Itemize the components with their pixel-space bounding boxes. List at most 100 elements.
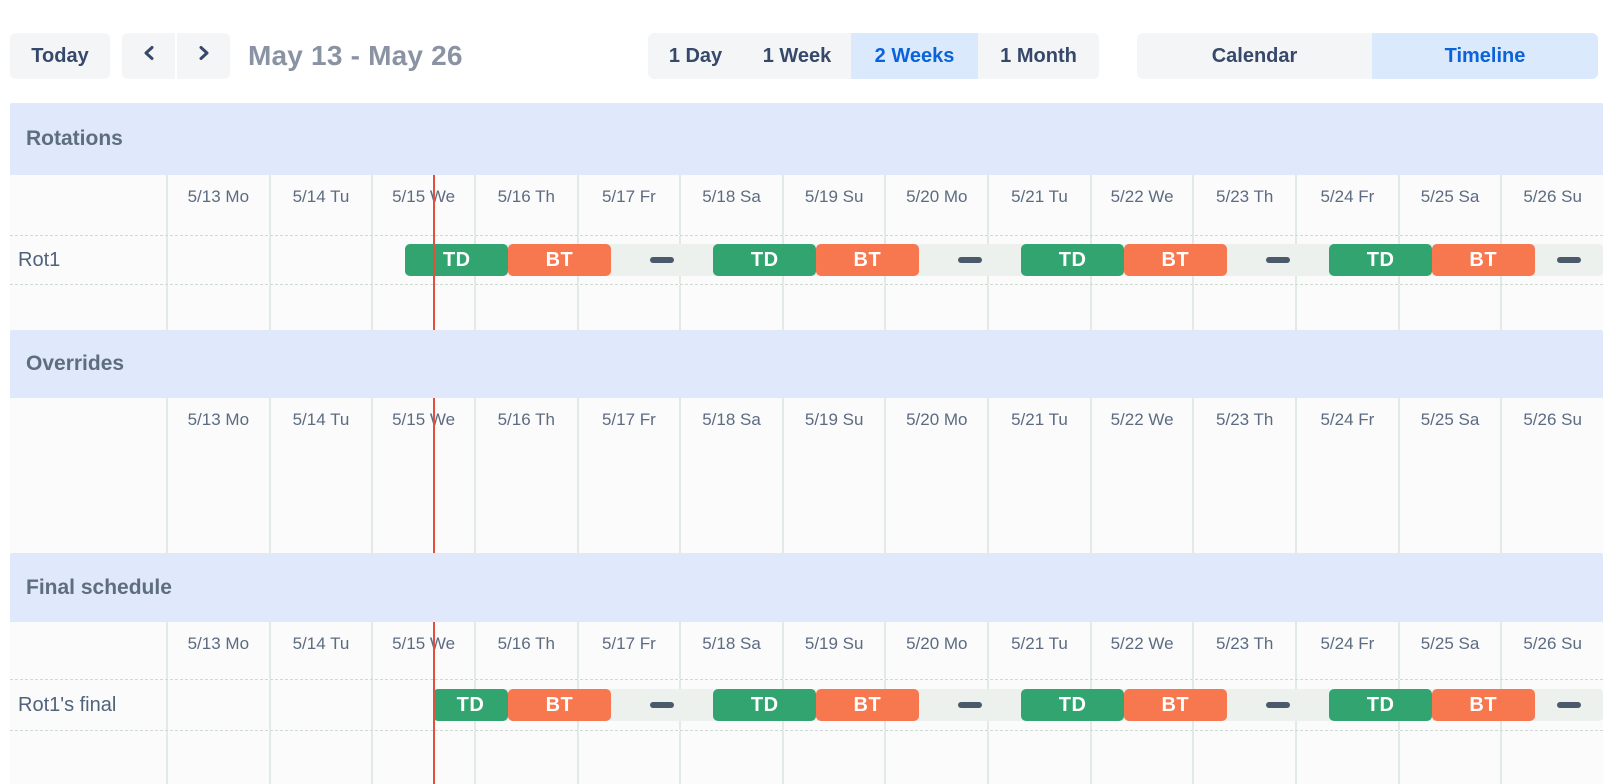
date-cell: 5/26 Su xyxy=(1500,622,1603,679)
day-cell xyxy=(166,285,269,330)
gap-dash-icon xyxy=(1556,702,1581,708)
shift-block-td[interactable]: TD xyxy=(1329,689,1432,721)
date-label: 5/14 Tu xyxy=(292,634,350,653)
date-cell: 5/22 We xyxy=(1089,622,1193,679)
chevron-right-icon xyxy=(197,44,211,68)
gap-dash-icon xyxy=(1265,702,1290,708)
rotation-lane-label: Rot1 xyxy=(18,248,61,271)
view-1-week-button[interactable]: 1 Week xyxy=(743,33,851,79)
date-label: 5/21 Tu xyxy=(1011,634,1068,653)
date-cell: 5/22 We xyxy=(1089,175,1193,235)
shift-block-bt[interactable]: BT xyxy=(1123,689,1227,721)
shift-block-bt[interactable]: BT xyxy=(1431,689,1535,721)
next-period-button[interactable] xyxy=(177,33,230,79)
previous-period-button[interactable] xyxy=(122,33,175,79)
display-mode-switcher: Calendar Timeline xyxy=(1137,33,1598,79)
date-label: 5/23 Th xyxy=(1216,634,1274,653)
shift-block-td[interactable]: TD xyxy=(405,244,509,276)
date-label: 5/25 Sa xyxy=(1420,187,1480,206)
day-cell xyxy=(268,285,372,330)
date-cell: 5/26 Su xyxy=(1500,398,1603,553)
day-cell xyxy=(884,285,987,330)
shift-block-td[interactable]: TD xyxy=(1021,244,1124,276)
day-cell xyxy=(1397,731,1501,784)
date-label: 5/22 We xyxy=(1110,634,1174,653)
date-label: 5/20 Mo xyxy=(906,634,968,653)
date-range-title: May 13 - May 26 xyxy=(248,40,463,71)
date-label: 5/15 We xyxy=(392,410,456,429)
date-label: 5/14 Tu xyxy=(292,187,350,206)
day-cell xyxy=(1192,731,1295,784)
date-label: 5/23 Th xyxy=(1216,410,1274,429)
day-cell xyxy=(473,285,577,330)
shift-block-bt[interactable]: BT xyxy=(816,244,919,276)
date-cell: 5/14 Tu xyxy=(268,622,372,679)
shift-block-td[interactable]: TD xyxy=(713,689,817,721)
date-cell: 5/19 Su xyxy=(781,622,885,679)
date-label: 5/16 Th xyxy=(497,187,555,206)
gap-dash-icon xyxy=(650,257,675,263)
date-cell: 5/13 Mo xyxy=(166,622,269,679)
date-label: 5/22 We xyxy=(1110,187,1174,206)
view-1-month-button[interactable]: 1 Month xyxy=(978,33,1099,79)
date-cell: 5/19 Su xyxy=(781,398,885,553)
date-cell: 5/21 Tu xyxy=(987,622,1090,679)
shift-block-bt[interactable]: BT xyxy=(1431,244,1535,276)
date-cell: 5/15 We xyxy=(371,175,474,235)
date-label: 5/16 Th xyxy=(497,634,555,653)
date-cell: 5/24 Fr xyxy=(1295,398,1398,553)
date-cell: 5/25 Sa xyxy=(1397,622,1501,679)
date-label: 5/15 We xyxy=(392,634,456,653)
gap-dash-icon xyxy=(958,702,982,708)
date-cell: 5/13 Mo xyxy=(166,175,269,235)
day-cell xyxy=(371,285,474,330)
timeline-mode-button[interactable]: Timeline xyxy=(1372,33,1598,79)
shift-block-td[interactable]: TD xyxy=(432,689,509,721)
date-label: 5/13 Mo xyxy=(187,634,250,653)
date-label: 5/22 We xyxy=(1110,410,1174,429)
date-label: 5/19 Su xyxy=(804,187,864,206)
date-label: 5/18 Sa xyxy=(702,634,761,653)
section-rotations: Rotations 5/13 Mo 5/14 Tu 5/15 We 5/16 Th 5/… xyxy=(10,103,1603,330)
final-lane-row: Rot1's final TD BT TD BT TD BT TD BT xyxy=(10,680,1603,731)
current-time-indicator xyxy=(432,622,435,784)
date-cell: 5/23 Th xyxy=(1192,175,1295,235)
date-cell: 5/20 Mo xyxy=(884,175,987,235)
date-cell: 5/25 Sa xyxy=(1397,175,1501,235)
shift-block-bt[interactable]: BT xyxy=(508,244,611,276)
shift-block-bt[interactable]: BT xyxy=(816,689,919,721)
date-cell: 5/17 Fr xyxy=(576,622,680,679)
date-label: 5/20 Mo xyxy=(906,410,968,429)
date-cell: 5/26 Su xyxy=(1500,175,1603,235)
today-button[interactable]: Today xyxy=(10,33,110,79)
rotations-empty-row xyxy=(10,285,1603,330)
date-cell: 5/16 Th xyxy=(473,398,577,553)
final-schedule-section-header: Final schedule xyxy=(10,553,1603,622)
shift-block-td[interactable]: TD xyxy=(1329,244,1432,276)
final-lane-track: TD BT TD BT TD BT TD BT xyxy=(166,680,1603,730)
day-cell xyxy=(1089,285,1193,330)
current-time-indicator xyxy=(432,398,435,553)
day-cell xyxy=(987,285,1090,330)
date-cell: 5/16 Th xyxy=(473,622,577,679)
day-cell xyxy=(1500,285,1603,330)
final-empty-row xyxy=(10,731,1603,784)
date-label: 5/23 Th xyxy=(1216,187,1274,206)
view-1-day-button[interactable]: 1 Day xyxy=(648,33,743,79)
date-cell: 5/18 Sa xyxy=(679,622,782,679)
date-cell: 5/25 Sa xyxy=(1397,398,1501,553)
day-cell xyxy=(1397,285,1501,330)
date-cell: 5/22 We xyxy=(1089,398,1193,553)
calendar-mode-button[interactable]: Calendar xyxy=(1137,33,1372,79)
gap-dash-icon xyxy=(650,702,675,708)
day-cell xyxy=(576,731,680,784)
label-column-spacer xyxy=(10,622,166,679)
view-2-weeks-button[interactable]: 2 Weeks xyxy=(851,33,978,79)
date-cell: 5/15 We xyxy=(371,398,474,553)
date-label: 5/16 Th xyxy=(497,410,555,429)
shift-block-bt[interactable]: BT xyxy=(1123,244,1227,276)
shift-block-td[interactable]: TD xyxy=(1021,689,1124,721)
shift-block-bt[interactable]: BT xyxy=(508,689,611,721)
shift-block-td[interactable]: TD xyxy=(713,244,817,276)
day-cell xyxy=(473,731,577,784)
